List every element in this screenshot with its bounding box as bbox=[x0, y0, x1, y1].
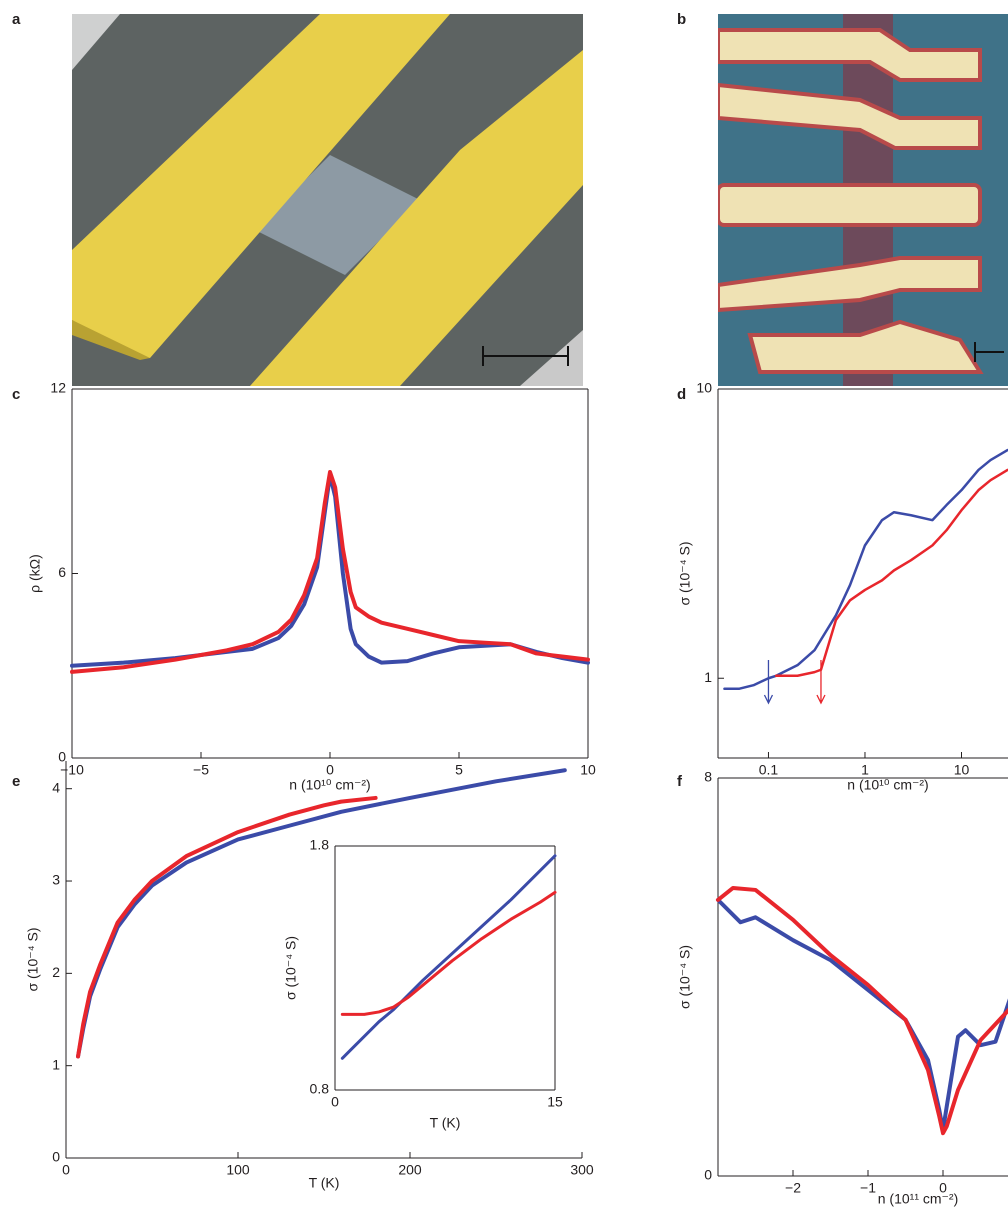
y-tick-label: 0 bbox=[52, 1149, 60, 1165]
y-tick-label: 0 bbox=[704, 1167, 712, 1183]
y-axis-label: σ (10⁻⁴ S) bbox=[677, 541, 693, 605]
x-tick-label: 300 bbox=[570, 1162, 594, 1178]
y-tick-label: 10 bbox=[696, 380, 712, 396]
x-axis-label: n (10¹⁰ cm⁻²) bbox=[289, 777, 370, 793]
x-tick-label: 10 bbox=[580, 762, 596, 778]
y-axis-label: ρ (kΩ) bbox=[27, 554, 43, 593]
y-axis-label: σ (10⁻⁴ S) bbox=[25, 927, 41, 991]
x-tick-label: 15 bbox=[547, 1094, 563, 1110]
x-axis-label: T (K) bbox=[430, 1115, 461, 1131]
x-tick-label: −2 bbox=[785, 1180, 801, 1196]
x-tick-label: 1 bbox=[861, 762, 869, 778]
x-tick-label: 10 bbox=[954, 762, 970, 778]
arrow bbox=[817, 660, 825, 703]
x-tick-label: 200 bbox=[398, 1162, 422, 1178]
panel-label: a bbox=[12, 11, 21, 28]
micrograph-b bbox=[718, 14, 1008, 386]
arrow bbox=[764, 660, 772, 703]
chart-panel: −2−101208n (10¹¹ cm⁻²)σ (10⁻⁴ S) bbox=[677, 769, 1008, 1207]
y-axis-label: σ (10⁻⁴ S) bbox=[677, 945, 693, 1009]
y-tick-label: 1 bbox=[52, 1056, 60, 1072]
x-tick-label: 100 bbox=[226, 1162, 250, 1178]
panel-label: b bbox=[677, 11, 686, 28]
y-tick-label: 8 bbox=[704, 769, 712, 785]
data-line bbox=[724, 450, 1007, 689]
x-tick-label: 0 bbox=[62, 1162, 70, 1178]
data-line bbox=[776, 470, 1007, 676]
y-tick-label: 3 bbox=[52, 872, 60, 888]
x-tick-label: 0 bbox=[331, 1094, 339, 1110]
x-tick-label: 0 bbox=[326, 762, 334, 778]
data-line bbox=[72, 475, 588, 666]
x-tick-label: −5 bbox=[193, 762, 209, 778]
y-tick-label: 1 bbox=[704, 669, 712, 685]
x-tick-label: 5 bbox=[455, 762, 463, 778]
chart-panel: 0 15 0.8 1.8 T (K) σ (10⁻⁴ S) bbox=[283, 837, 563, 1131]
x-axis-label: T (K) bbox=[309, 1175, 340, 1191]
data-line bbox=[718, 885, 1008, 1130]
y-axis-label: σ (10⁻⁴ S) bbox=[283, 936, 299, 1000]
y-tick-label: 6 bbox=[58, 564, 66, 580]
figure: a b c d e f −10−505100612n (10¹⁰ cm⁻²)ρ … bbox=[0, 0, 1008, 1216]
panel-label: c bbox=[12, 386, 20, 403]
chart-panel: 0.1 1 10 1 10 n (10¹⁰ cm⁻²) σ (10⁻⁴ S) bbox=[677, 380, 1008, 793]
x-tick-label: 0.1 bbox=[759, 762, 779, 778]
x-axis-label: n (10¹⁰ cm⁻²) bbox=[847, 777, 928, 793]
y-tick-label: 0.8 bbox=[310, 1081, 330, 1097]
panel-label: e bbox=[12, 773, 20, 790]
data-line bbox=[718, 888, 1008, 1133]
y-tick-label: 4 bbox=[52, 779, 60, 795]
panel-label: d bbox=[677, 386, 686, 403]
y-tick-label: 0 bbox=[58, 749, 66, 765]
x-axis-label: n (10¹¹ cm⁻²) bbox=[878, 1191, 959, 1207]
data-line bbox=[72, 472, 588, 672]
panel-label: f bbox=[677, 773, 683, 790]
micrograph-a bbox=[72, 14, 583, 386]
x-tick-label: −1 bbox=[860, 1180, 876, 1196]
page: a b c d e f −10−505100612n (10¹⁰ cm⁻²)ρ … bbox=[0, 0, 1008, 1216]
y-tick-label: 12 bbox=[50, 380, 66, 396]
y-tick-label: 2 bbox=[52, 964, 60, 980]
data-line bbox=[78, 798, 376, 1057]
y-tick-label: 1.8 bbox=[310, 837, 330, 853]
